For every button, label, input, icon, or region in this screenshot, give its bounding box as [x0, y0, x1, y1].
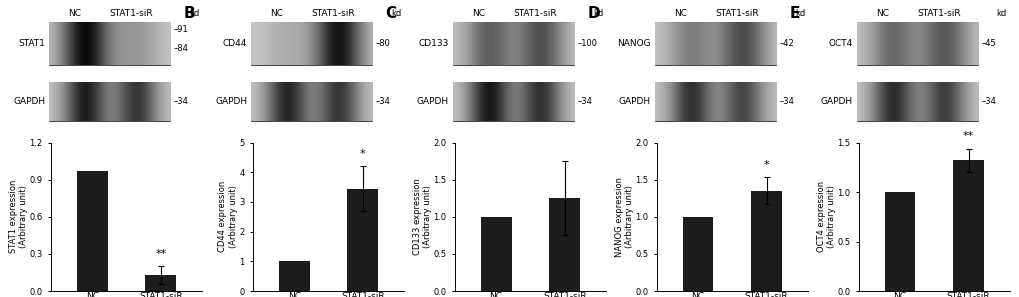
Text: STAT1-siR: STAT1-siR — [109, 9, 153, 18]
Bar — [654, 82, 775, 121]
Text: CD133: CD133 — [419, 39, 448, 48]
Bar — [953, 160, 983, 291]
Text: –45: –45 — [981, 39, 996, 48]
Text: STAT1: STAT1 — [18, 39, 45, 48]
Text: GAPDH: GAPDH — [215, 97, 247, 106]
Text: OCT4: OCT4 — [828, 39, 852, 48]
Bar — [548, 198, 580, 291]
Text: STAT1-siR: STAT1-siR — [513, 9, 556, 18]
Y-axis label: NANOG expression
(Arbitrary unit): NANOG expression (Arbitrary unit) — [614, 177, 634, 257]
Bar — [883, 192, 915, 291]
Bar — [49, 22, 170, 65]
Text: C: C — [385, 6, 396, 21]
Text: –34: –34 — [981, 97, 996, 106]
Text: –84: –84 — [174, 44, 189, 53]
Text: GAPDH: GAPDH — [820, 97, 852, 106]
Text: NC: NC — [270, 9, 283, 18]
Bar — [750, 191, 782, 291]
Text: NC: NC — [674, 9, 687, 18]
Text: kd: kd — [390, 9, 400, 18]
Bar — [654, 22, 775, 65]
Bar — [480, 217, 512, 291]
Text: GAPDH: GAPDH — [13, 97, 45, 106]
Bar — [251, 82, 372, 121]
Text: D: D — [587, 6, 599, 21]
Text: –42: –42 — [780, 39, 794, 48]
Text: NANOG: NANOG — [616, 39, 650, 48]
Text: –34: –34 — [174, 97, 189, 106]
Text: E: E — [789, 6, 799, 21]
Bar — [251, 22, 372, 65]
Bar — [49, 82, 170, 121]
Bar — [682, 217, 713, 291]
Text: kd: kd — [996, 9, 1006, 18]
Text: **: ** — [962, 131, 973, 141]
Y-axis label: STAT1 expression
(Arbitrary unit): STAT1 expression (Arbitrary unit) — [8, 180, 28, 254]
Text: CD44: CD44 — [222, 39, 247, 48]
Text: kd: kd — [592, 9, 602, 18]
Text: –80: –80 — [376, 39, 390, 48]
Bar — [145, 275, 176, 291]
Bar — [452, 22, 574, 65]
Text: NC: NC — [68, 9, 82, 18]
Bar — [452, 82, 574, 121]
Text: B: B — [183, 6, 195, 21]
Text: STAT1-siR: STAT1-siR — [311, 9, 355, 18]
Bar — [856, 22, 977, 65]
Bar — [278, 261, 310, 291]
Bar — [76, 171, 108, 291]
Text: GAPDH: GAPDH — [417, 97, 448, 106]
Text: *: * — [763, 160, 768, 170]
Y-axis label: OCT4 expression
(Arbitrary unit): OCT4 expression (Arbitrary unit) — [816, 181, 836, 252]
Y-axis label: CD44 expression
(Arbitrary unit): CD44 expression (Arbitrary unit) — [218, 181, 237, 252]
Text: NC: NC — [875, 9, 889, 18]
Text: NC: NC — [472, 9, 485, 18]
Text: STAT1-siR: STAT1-siR — [714, 9, 758, 18]
Text: **: ** — [155, 249, 166, 259]
Y-axis label: CD133 expression
(Arbitrary unit): CD133 expression (Arbitrary unit) — [413, 178, 432, 255]
Text: kd: kd — [794, 9, 804, 18]
Text: STAT1-siR: STAT1-siR — [916, 9, 960, 18]
Text: –100: –100 — [578, 39, 597, 48]
Text: –34: –34 — [578, 97, 592, 106]
Text: –34: –34 — [376, 97, 390, 106]
Text: –91: –91 — [174, 25, 189, 34]
Text: –34: –34 — [780, 97, 794, 106]
Text: *: * — [360, 149, 365, 159]
Text: GAPDH: GAPDH — [619, 97, 650, 106]
Bar — [856, 82, 977, 121]
Text: kd: kd — [189, 9, 199, 18]
Bar — [347, 189, 378, 291]
